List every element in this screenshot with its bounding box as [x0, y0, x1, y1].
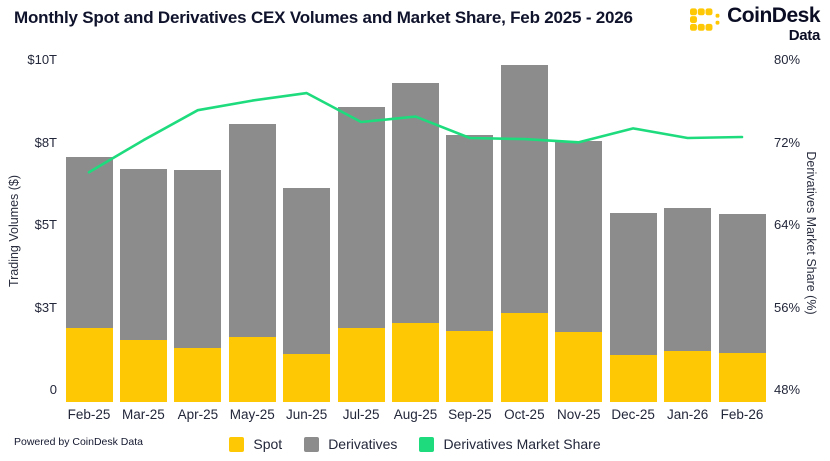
bar-derivatives-segment	[228, 124, 276, 337]
legend-label: Derivatives	[328, 436, 398, 452]
x-axis-label: Jan-26	[666, 407, 709, 422]
coindesk-data-text: Data	[788, 27, 821, 44]
legend-item-spot[interactable]: Spot	[229, 436, 282, 452]
legend-label: Derivatives Market Share	[443, 436, 601, 452]
bar-spot-segment	[283, 354, 331, 402]
bar-derivatives-segment	[446, 135, 494, 331]
powered-by-text: Powered by CoinDesk Data	[14, 436, 143, 448]
right-axis-tick: 56%	[774, 299, 801, 315]
legend-item-derivatives[interactable]: Derivatives	[304, 436, 397, 452]
x-axis-label: Jul-25	[342, 407, 380, 422]
x-axis-label: Apr-25	[177, 407, 219, 422]
bar-derivatives-segment	[174, 170, 222, 348]
bar-spot-segment	[500, 312, 548, 402]
bar-derivatives-segment	[664, 208, 712, 351]
left-axis-tick: 0	[49, 382, 57, 397]
bar-spot-segment	[174, 347, 222, 402]
legend-swatch	[419, 436, 435, 452]
left-axis-tick: $8T	[34, 134, 57, 150]
bar-spot-segment	[718, 352, 766, 402]
left-axis-tick: $5T	[34, 217, 57, 232]
bar-derivatives-segment	[718, 213, 766, 353]
x-axis-label: Aug-25	[393, 407, 438, 422]
x-axis-label: Jun-25	[286, 407, 328, 422]
bar-spot-segment	[337, 327, 385, 402]
right-axis-tick: 48%	[774, 382, 801, 397]
bar-spot-segment	[555, 331, 603, 402]
x-axis-label: Feb-26	[720, 407, 764, 422]
bar-spot-segment	[119, 339, 167, 402]
x-axis-label: Nov-25	[556, 407, 601, 422]
bar-derivatives-segment	[337, 107, 385, 328]
legend: Spot Derivatives Derivatives Market Share	[0, 436, 830, 452]
x-axis-label: Mar-25	[122, 407, 165, 422]
bar-derivatives-segment	[283, 188, 331, 355]
coindesk-logo: CoinDesk Data	[690, 5, 820, 43]
bar-spot-segment	[228, 336, 276, 402]
right-axis-tick: 80%	[774, 52, 801, 67]
bar-derivatives-segment	[609, 212, 657, 355]
market-share-line	[87, 91, 744, 174]
coindesk-brand-text: CoinDesk	[727, 4, 820, 27]
bar-derivatives-segment	[500, 65, 548, 313]
market-share-line-layer	[87, 91, 744, 174]
bar-spot-segment	[609, 354, 657, 402]
right-axis-tick: 72%	[774, 134, 801, 150]
plot-area	[62, 60, 770, 402]
legend-swatch	[229, 436, 245, 452]
bar-derivatives-segment	[555, 141, 603, 332]
chart-title: Monthly Spot and Derivatives CEX Volumes…	[14, 8, 633, 27]
left-axis-tick: $3T	[34, 299, 57, 315]
left-axis-tick: $10T	[27, 52, 57, 67]
x-axis-label: Oct-25	[504, 407, 545, 422]
x-axis-label: Feb-25	[67, 407, 111, 422]
bar-derivatives-segment	[65, 157, 113, 329]
legend-swatch	[304, 436, 320, 452]
legend-label: Spot	[253, 436, 283, 452]
x-axis-label: Sep-25	[448, 407, 492, 422]
legend-item-derivatives-market-share[interactable]: Derivatives Market Share	[419, 436, 601, 452]
coindesk-logo-icon	[690, 8, 720, 31]
bar-spot-segment	[446, 330, 494, 402]
bar-spot-segment	[664, 350, 712, 402]
right-axis-tick: 64%	[774, 217, 801, 232]
x-axis-label: Dec-25	[611, 407, 655, 422]
x-axis-label: May-25	[229, 407, 275, 422]
bar-spot-segment	[65, 328, 113, 402]
bar-derivatives-segment	[119, 169, 167, 340]
bar-spot-segment	[392, 322, 439, 402]
